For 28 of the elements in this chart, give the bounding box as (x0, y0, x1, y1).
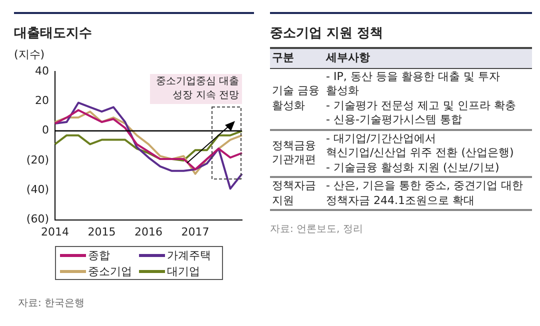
text: 자료: 언론보도, 정리 (270, 223, 363, 236)
text: 중소기업 지원 정책 (270, 25, 384, 42)
y-tick-label: 20 (35, 94, 49, 108)
text: - 대기업/기간산업에서 혁신기업/신산업 위주 전환 (산업은행) - 기술금융 활성화 지원 (신보/기보) (324, 130, 532, 177)
x-tick-label: 2016 (134, 225, 162, 238)
legend-label: 대기업 (166, 264, 201, 278)
x-tick-label: 2014 (41, 225, 69, 238)
y-tick-label: (60) (26, 212, 49, 226)
y-tick-label: 40 (35, 64, 49, 78)
annotation: 중소기업중심 대출 성장 지속 전망 (150, 74, 242, 104)
text: 자료: 한국은행 (18, 297, 85, 310)
y-tick-label: 0 (42, 124, 49, 137)
y-axis-title: (지수) (14, 47, 45, 62)
y-tick-label: (40) (26, 183, 49, 196)
legend-label: 종합 (87, 248, 111, 262)
legend-label: 중소기업 (87, 264, 133, 278)
y-tick-label: (20) (26, 153, 49, 166)
text: - 산은, 기은을 통한 중소, 중견기업 대한 정책자금 244.1조원으로 확대 (324, 177, 532, 210)
text: 정책금융 기관개편 (270, 130, 324, 177)
text: - IP, 동산 등을 활용한 대출 및 투자 활성화 - 기술평가 전문성 제고 및 인프라 확충 - 신용-기술평가시스템 통합 (324, 68, 532, 130)
x-tick-label: 2015 (88, 225, 116, 238)
text: 세부사항 (324, 48, 532, 68)
text: 정책자금 지원 (270, 177, 324, 210)
text: 구분 (270, 48, 324, 68)
legend-label: 가계주택 (166, 248, 212, 262)
text: 기술 금융 활성화 (270, 68, 324, 130)
x-tick-label: 2017 (181, 225, 210, 238)
chart-title: 대출태도지수 (14, 25, 92, 42)
